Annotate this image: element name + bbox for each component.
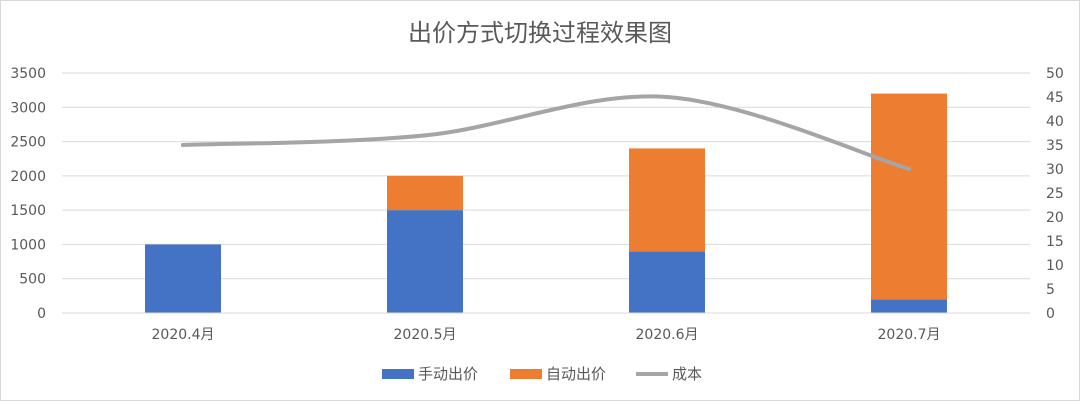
cost-point-3 [907,167,911,171]
x-tick-label: 2020.6月 [636,327,699,343]
bar-auto-3 [871,93,947,300]
cost-point-2 [665,95,669,99]
bars [145,93,947,313]
y-right-tick-label: 45 [1046,90,1064,106]
x-tick-label: 2020.7月 [878,327,941,343]
y-right-tick-label: 40 [1046,114,1064,130]
bar-manual-0 [145,244,221,313]
x-tick-label: 2020.5月 [394,327,457,343]
legend-label: 成本 [672,365,702,383]
legend: 手动出价 自动出价 成本 [382,365,702,383]
y-left-tick-label: 3500 [10,66,46,82]
y-axis-right: 0 5 10 15 20 25 30 35 40 45 50 [1046,66,1064,322]
x-axis: 2020.4月 2020.5月 2020.6月 2020.7月 [62,312,1030,343]
y-right-tick-label: 10 [1046,258,1064,274]
legend-label: 自动出价 [546,365,606,383]
y-left-tick-label: 1500 [10,203,46,219]
y-left-tick-label: 2000 [10,169,46,185]
y-left-tick-label: 0 [37,306,46,322]
cost-point-0 [181,143,185,147]
y-right-tick-label: 0 [1046,306,1055,322]
y-left-tick-label: 500 [19,272,46,288]
y-right-tick-label: 25 [1046,186,1064,202]
bar-manual-2 [629,251,705,313]
y-right-tick-label: 5 [1046,282,1055,298]
bar-auto-2 [629,148,705,252]
bar-manual-1 [387,210,463,313]
bar-auto-1 [387,175,463,211]
legend-swatch-0 [382,369,414,379]
y-right-tick-label: 30 [1046,162,1064,178]
y-right-tick-label: 50 [1046,66,1064,82]
legend-label: 手动出价 [418,365,478,383]
y-left-tick-label: 2500 [10,135,46,151]
y-right-tick-label: 15 [1046,234,1064,250]
cost-line-path [181,94,911,171]
y-left-tick-label: 3000 [10,100,46,116]
y-right-tick-label: 35 [1046,138,1064,154]
y-left-tick-label: 1000 [10,237,46,253]
y-right-tick-label: 20 [1046,210,1064,226]
y-axis-left: 0 500 1000 1500 2000 2500 3000 3500 [10,66,46,322]
legend-swatch-1 [510,369,542,379]
bar-manual-3 [871,299,947,313]
x-tick-label: 2020.4月 [152,327,215,343]
cost-point-1 [423,133,427,138]
chart-title: 出价方式切换过程效果图 [408,19,672,47]
cost-line [181,94,911,171]
